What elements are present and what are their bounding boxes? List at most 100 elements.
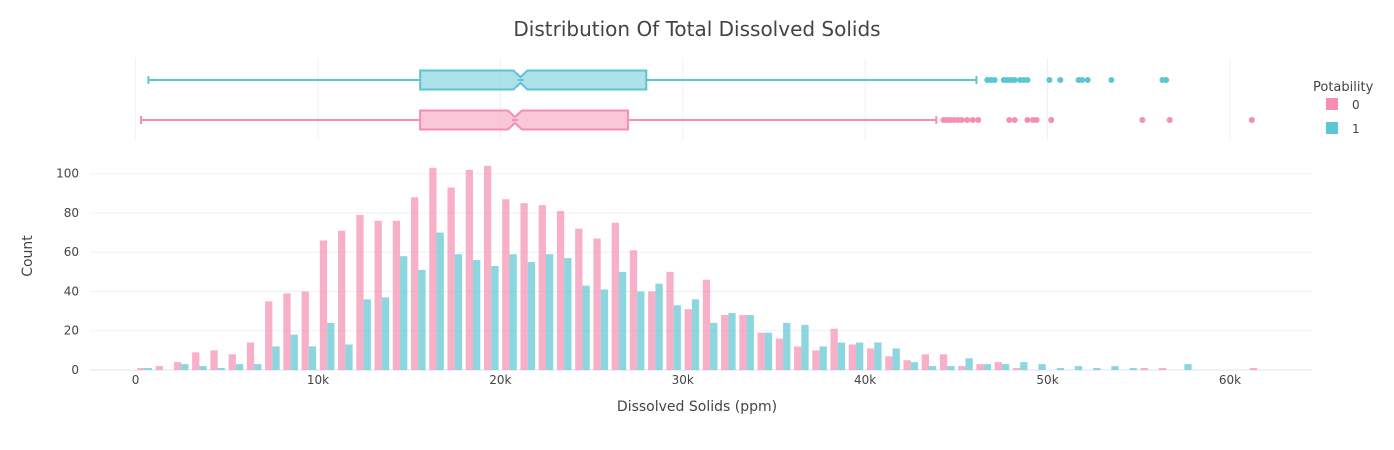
- y-axis-title: Count: [20, 235, 36, 277]
- bar-series-1: [637, 291, 645, 370]
- legend-item-0[interactable]: 0: [1326, 98, 1360, 112]
- outlier-1: [1057, 77, 1064, 83]
- y-tick-label: 0: [71, 363, 79, 377]
- bar-series-0: [939, 354, 948, 370]
- outlier-0: [964, 117, 971, 123]
- box-0: [419, 109, 630, 131]
- outlier-0: [1139, 117, 1146, 123]
- bar-series-0: [392, 220, 401, 370]
- bar-series-1: [400, 256, 408, 370]
- bar-series-1: [564, 258, 572, 370]
- bar-series-1: [381, 297, 390, 370]
- bar-series-0: [648, 291, 656, 370]
- bar-series-0: [556, 211, 565, 370]
- bar-series-1: [910, 362, 919, 370]
- axes: 0 20 40 60 80 100 0 10k 20k 30k 40k 50k 60k: [56, 167, 1241, 387]
- histogram-bars: [137, 165, 1258, 370]
- bar-series-1: [436, 232, 444, 370]
- x-tick-label: 20k: [489, 373, 511, 387]
- outlier-1: [1084, 77, 1091, 83]
- bar-series-0: [520, 203, 528, 370]
- outlier-0: [969, 117, 976, 123]
- outlier-0: [1033, 117, 1040, 123]
- y-tick-label: 20: [64, 324, 79, 338]
- bar-series-1: [728, 313, 736, 370]
- bar-series-0: [301, 291, 309, 370]
- bar-series-1: [363, 299, 371, 370]
- bar-series-0: [721, 315, 729, 370]
- outlier-0: [1011, 117, 1018, 123]
- x-tick-label: 10k: [307, 373, 329, 387]
- bar-series-1: [545, 254, 554, 370]
- legend-item-1[interactable]: 1: [1326, 122, 1360, 136]
- box-plots: [140, 69, 1255, 131]
- legend[interactable]: Potability 0 1: [1313, 80, 1374, 136]
- bar-series-1: [837, 342, 846, 370]
- bar-series-1: [691, 299, 700, 370]
- bar-series-1: [947, 366, 955, 370]
- bar-series-0: [502, 199, 510, 370]
- bar-series-0: [283, 293, 291, 370]
- outlier-1: [1163, 77, 1170, 83]
- legend-label-1: 1: [1352, 122, 1360, 136]
- bar-series-1: [235, 364, 244, 370]
- bar-series-1: [655, 283, 663, 370]
- bar-series-0: [192, 352, 200, 370]
- bar-series-1: [801, 324, 809, 370]
- bar-series-0: [629, 250, 638, 370]
- bar-series-1: [874, 342, 882, 370]
- x-tick-label: 50k: [1036, 373, 1058, 387]
- bar-series-1: [983, 364, 991, 370]
- bar-series-1: [1001, 364, 1010, 370]
- bar-series-1: [892, 348, 900, 370]
- bar-series-1: [217, 368, 225, 370]
- bar-series-0: [611, 222, 619, 370]
- outlier-1: [1079, 77, 1086, 83]
- bar-series-0: [1012, 368, 1021, 370]
- bar-series-1: [308, 346, 317, 370]
- bar-series-0: [411, 197, 419, 370]
- bar-series-0: [775, 338, 784, 370]
- bar-series-0: [228, 354, 236, 370]
- bar-series-1: [1093, 368, 1101, 370]
- outlier-0: [1248, 117, 1255, 123]
- bar-series-1: [856, 342, 864, 370]
- legend-swatch-0: [1326, 98, 1338, 110]
- bar-series-1: [454, 254, 463, 370]
- bar-series-0: [575, 228, 583, 370]
- bar-series-0: [173, 362, 182, 370]
- chart-title: Distribution Of Total Dissolved Solids: [513, 17, 880, 41]
- bar-series-1: [746, 315, 754, 370]
- bar-series-1: [783, 322, 791, 370]
- bar-series-0: [483, 165, 492, 370]
- bar-series-1: [1129, 368, 1137, 370]
- bar-series-1: [1038, 364, 1046, 370]
- bar-series-0: [958, 366, 966, 370]
- bar-series-1: [254, 364, 262, 370]
- bar-series-0: [976, 364, 984, 370]
- legend-title: Potability: [1313, 80, 1374, 95]
- bar-series-0: [866, 348, 875, 370]
- bar-series-1: [1074, 366, 1083, 370]
- bar-series-0: [921, 354, 929, 370]
- bar-series-1: [144, 368, 153, 370]
- bar-series-0: [848, 344, 857, 370]
- bar-series-0: [739, 315, 747, 370]
- outlier-1: [991, 77, 998, 83]
- bar-series-1: [618, 271, 627, 370]
- x-tick-label: 60k: [1219, 373, 1241, 387]
- bar-series-0: [356, 214, 364, 370]
- bar-series-0: [447, 187, 455, 370]
- x-tick-label: 30k: [672, 373, 694, 387]
- outlier-1: [1011, 77, 1018, 83]
- bar-series-0: [994, 362, 1002, 370]
- outlier-0: [1024, 117, 1031, 123]
- box-1: [419, 69, 648, 91]
- bar-series-0: [338, 230, 346, 370]
- outlier-0: [1048, 117, 1055, 123]
- bar-series-0: [593, 238, 601, 370]
- bar-series-1: [491, 265, 499, 370]
- x-tick-label: 0: [132, 373, 140, 387]
- x-axis-title: Dissolved Solids (ppm): [617, 399, 777, 415]
- outlier-1: [1024, 77, 1031, 83]
